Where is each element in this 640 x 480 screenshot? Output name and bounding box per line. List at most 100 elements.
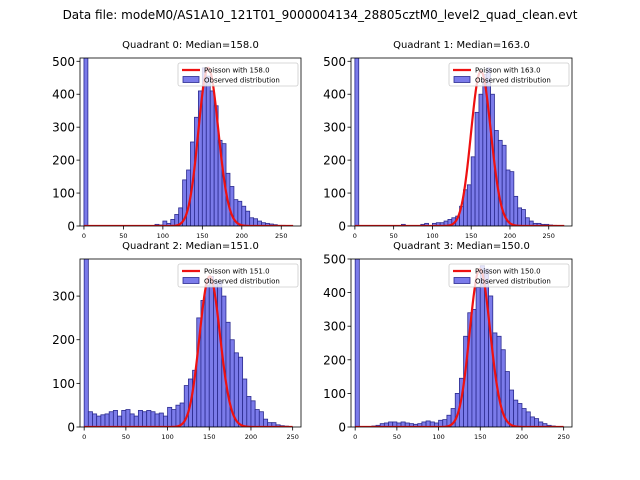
histogram-bar xyxy=(205,75,211,226)
x-tick-label: 100 xyxy=(432,433,444,441)
histogram-bar xyxy=(87,411,93,427)
x-tick-label: 150 xyxy=(474,433,486,441)
histogram-bar xyxy=(513,399,519,427)
subplot-title: Quadrant 1: Median=163.0 xyxy=(393,40,530,51)
histogram-bar xyxy=(517,403,523,427)
y-tick-label: 200 xyxy=(52,154,75,168)
legend-observed-label: Observed distribution xyxy=(475,77,551,85)
y-tick-label: 400 xyxy=(323,286,346,300)
y-tick-label: 300 xyxy=(323,121,346,135)
y-tick-label: 300 xyxy=(52,121,75,135)
y-tick-label: 200 xyxy=(323,353,346,367)
y-tick-label: 0 xyxy=(338,220,346,234)
histogram-bar xyxy=(242,378,248,427)
histogram-bar xyxy=(525,411,531,427)
histogram-bar xyxy=(154,413,160,427)
histogram-bar xyxy=(249,217,255,226)
histogram-bar xyxy=(209,90,215,226)
histogram-bar xyxy=(479,265,485,427)
histogram-bar xyxy=(534,418,540,427)
subplot-title: Quadrant 0: Median=158.0 xyxy=(122,40,259,51)
histogram-bar xyxy=(92,413,98,427)
legend: Poisson with 150.0 Observed distribution xyxy=(448,263,570,288)
histogram-bar xyxy=(142,411,148,427)
histogram-bar xyxy=(104,413,110,427)
legend-observed-swatch xyxy=(182,76,200,83)
histogram-bar xyxy=(175,404,181,427)
histogram-bar xyxy=(137,410,143,427)
y-tick-label: 0 xyxy=(67,220,75,234)
histogram-bar xyxy=(254,409,260,427)
legend-box xyxy=(177,62,299,87)
y-tick-label: 0 xyxy=(67,421,75,435)
histogram-bar xyxy=(112,410,118,427)
x-tick-label: 150 xyxy=(196,232,208,240)
histogram-bar xyxy=(146,410,152,427)
histogram-bar xyxy=(517,207,522,226)
x-tick-label: 50 xyxy=(119,232,127,240)
y-tick-label: 400 xyxy=(52,88,75,102)
histogram-bar xyxy=(521,408,527,427)
histogram-bar xyxy=(83,58,89,226)
x-tick-label: 100 xyxy=(161,433,173,441)
plot-area xyxy=(354,58,565,226)
x-tick-label: 200 xyxy=(504,232,516,240)
x-tick-label: 100 xyxy=(157,232,169,240)
x-tick-label: 0 xyxy=(82,232,86,240)
histogram-bar xyxy=(509,389,515,427)
legend-observed-swatch xyxy=(453,76,471,83)
subplot-quadrant-3: Quadrant 3: Median=150.0 0 50 100 150 200 250 0… xyxy=(323,241,573,441)
x-tick-label: 50 xyxy=(393,433,401,441)
histogram-bar xyxy=(100,414,106,427)
axes-frame xyxy=(79,258,302,428)
histogram-bar xyxy=(225,321,231,427)
legend-poisson-label: Poisson with 150.0 xyxy=(475,268,541,276)
histogram-bar xyxy=(204,284,210,427)
x-tick-label: 250 xyxy=(275,232,287,240)
x-tick-label: 250 xyxy=(286,433,298,441)
histogram-bar xyxy=(258,411,264,427)
histogram-bar xyxy=(474,111,480,226)
legend-observed-swatch xyxy=(453,277,471,284)
histogram-bar xyxy=(96,415,102,427)
x-tick-label: 150 xyxy=(465,232,477,240)
legend-poisson-label: Poisson with 158.0 xyxy=(204,67,270,75)
histogram-bar xyxy=(471,308,477,427)
legend-poisson-label: Poisson with 163.0 xyxy=(475,67,541,75)
histogram-bar xyxy=(509,171,515,226)
legend-observed-label: Observed distribution xyxy=(204,77,280,85)
histogram-bar xyxy=(354,58,360,226)
histogram-bar xyxy=(83,259,89,427)
histogram-bar xyxy=(245,210,251,226)
x-tick-label: 0 xyxy=(353,232,357,240)
y-tick-label: 100 xyxy=(52,187,75,201)
histogram-bar xyxy=(513,195,519,226)
histogram-bar xyxy=(478,93,484,226)
axes-frame xyxy=(350,57,573,227)
subplot-title: Quadrant 3: Median=150.0 xyxy=(393,241,530,252)
histogram-bar xyxy=(475,287,481,427)
subplot-title: Quadrant 2: Median=151.0 xyxy=(122,241,259,252)
poisson-curve xyxy=(355,267,564,427)
histogram-bar xyxy=(263,418,269,427)
x-tick-label: 50 xyxy=(390,232,398,240)
x-tick-label: 250 xyxy=(557,433,569,441)
histogram-bar xyxy=(117,415,123,427)
y-tick-label: 100 xyxy=(52,377,75,391)
histogram-bar xyxy=(237,200,243,226)
poisson-curve xyxy=(83,66,294,226)
histogram-bar xyxy=(525,217,530,226)
y-tick-label: 500 xyxy=(323,55,346,69)
poisson-curve xyxy=(354,70,565,226)
plot-area xyxy=(83,58,294,226)
histogram-bar xyxy=(171,409,177,427)
y-tick-label: 200 xyxy=(323,154,346,168)
subplot-quadrant-1: Quadrant 1: Median=163.0 0 50 100 150 200 250 0… xyxy=(323,40,573,240)
legend-box xyxy=(448,263,570,288)
x-tick-label: 0 xyxy=(353,433,357,441)
legend-observed-label: Observed distribution xyxy=(475,278,551,286)
y-tick-label: 100 xyxy=(323,387,346,401)
histogram-bar xyxy=(529,416,535,427)
histogram-bar xyxy=(497,139,503,226)
